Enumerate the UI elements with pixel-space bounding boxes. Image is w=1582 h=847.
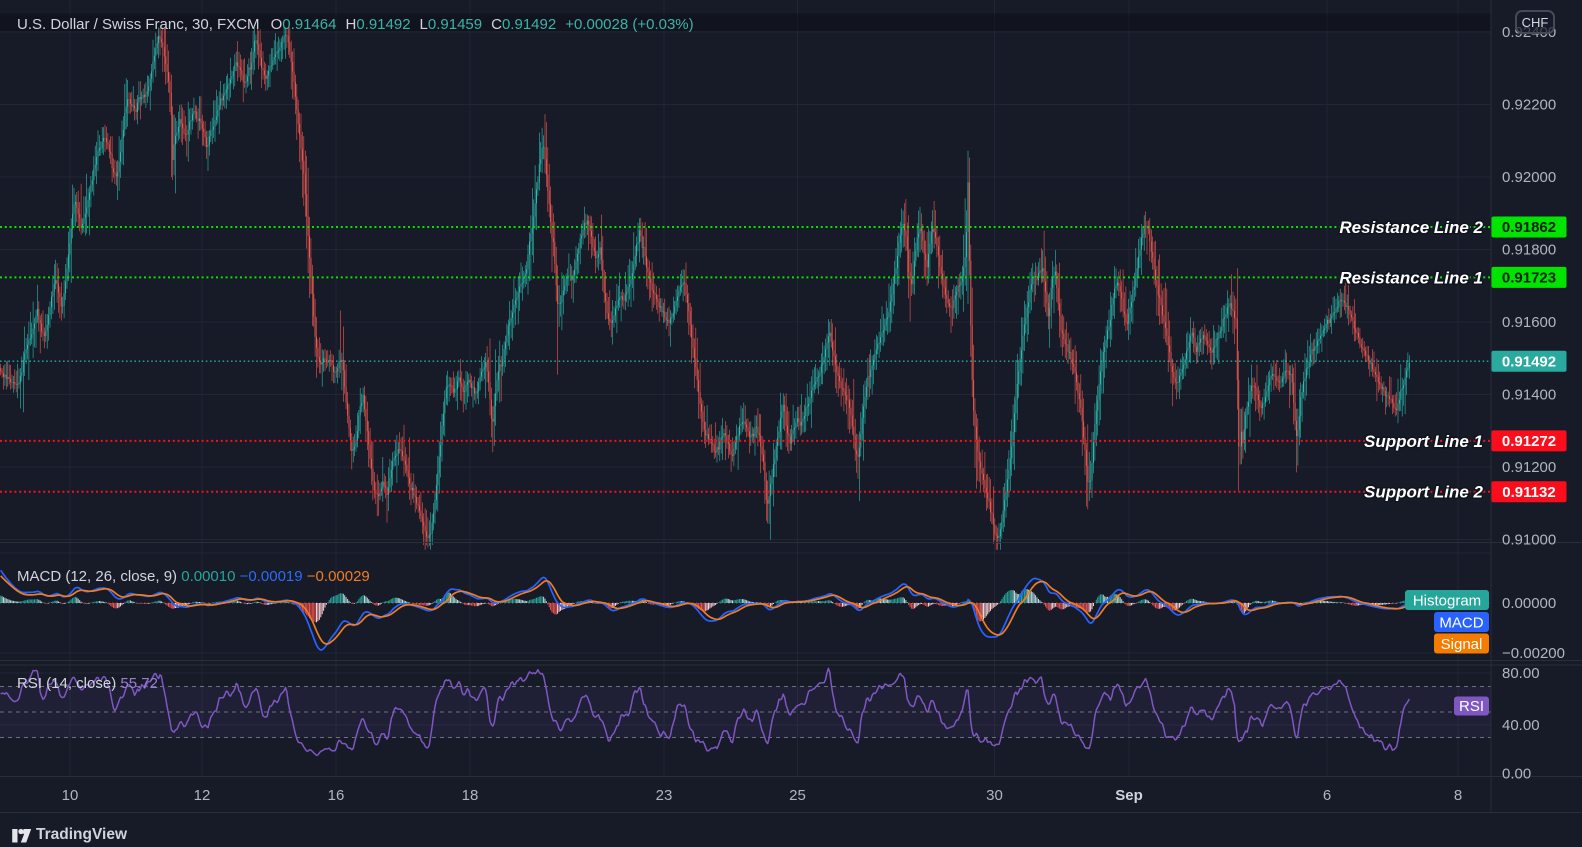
svg-text:0.00: 0.00 [1502, 766, 1531, 783]
svg-text:8: 8 [1454, 787, 1462, 804]
svg-text:−0.00200: −0.00200 [1502, 645, 1565, 662]
svg-text:12: 12 [194, 787, 211, 804]
svg-text:18: 18 [462, 787, 479, 804]
svg-text:0.92200: 0.92200 [1502, 97, 1556, 114]
svg-text:RSI (14, close) 55.72: RSI (14, close) 55.72 [17, 675, 158, 692]
svg-text:0.91132: 0.91132 [1502, 484, 1555, 501]
svg-text:0.00000: 0.00000 [1502, 595, 1556, 612]
svg-text:Histogram: Histogram [1413, 593, 1481, 610]
svg-text:0.91272: 0.91272 [1502, 433, 1556, 450]
svg-text:TradingView: TradingView [36, 826, 128, 843]
svg-text:0.91492: 0.91492 [1502, 353, 1556, 370]
svg-text:0.91862: 0.91862 [1502, 219, 1556, 236]
svg-text:Resistance Line 1: Resistance Line 1 [1339, 268, 1483, 287]
svg-text:Support Line 2: Support Line 2 [1364, 483, 1484, 502]
svg-text:0.91723: 0.91723 [1502, 270, 1556, 287]
svg-text:0.91600: 0.91600 [1502, 314, 1556, 331]
svg-text:40.00: 40.00 [1502, 717, 1540, 734]
svg-text:0.92000: 0.92000 [1502, 169, 1556, 186]
svg-text:0.91800: 0.91800 [1502, 242, 1556, 259]
svg-text:Resistance Line 2: Resistance Line 2 [1339, 218, 1483, 237]
svg-text:30: 30 [986, 787, 1003, 804]
svg-text:0.91200: 0.91200 [1502, 459, 1556, 476]
svg-text:0.91000: 0.91000 [1502, 532, 1556, 549]
svg-text:RSI: RSI [1459, 698, 1484, 715]
svg-text:80.00: 80.00 [1502, 665, 1540, 682]
svg-text:23: 23 [656, 787, 673, 804]
svg-text:25: 25 [789, 787, 806, 804]
svg-text:Signal: Signal [1441, 636, 1483, 653]
svg-text:Sep: Sep [1115, 787, 1143, 804]
svg-text:16: 16 [328, 787, 345, 804]
svg-text:0.91400: 0.91400 [1502, 387, 1556, 404]
svg-text:MACD (12, 26, close, 9) 0.000: MACD (12, 26, close, 9) 0.00010 −0.00019… [17, 568, 370, 585]
svg-text:CHF: CHF [1522, 15, 1549, 30]
svg-text:MACD: MACD [1439, 615, 1483, 632]
svg-text:Support Line 1: Support Line 1 [1364, 432, 1483, 451]
svg-text:10: 10 [62, 787, 79, 804]
svg-text:U.S. Dollar / Swiss Franc, 30,: U.S. Dollar / Swiss Franc, 30, FXCM O0.91… [17, 16, 694, 33]
svg-text:6: 6 [1323, 787, 1331, 804]
